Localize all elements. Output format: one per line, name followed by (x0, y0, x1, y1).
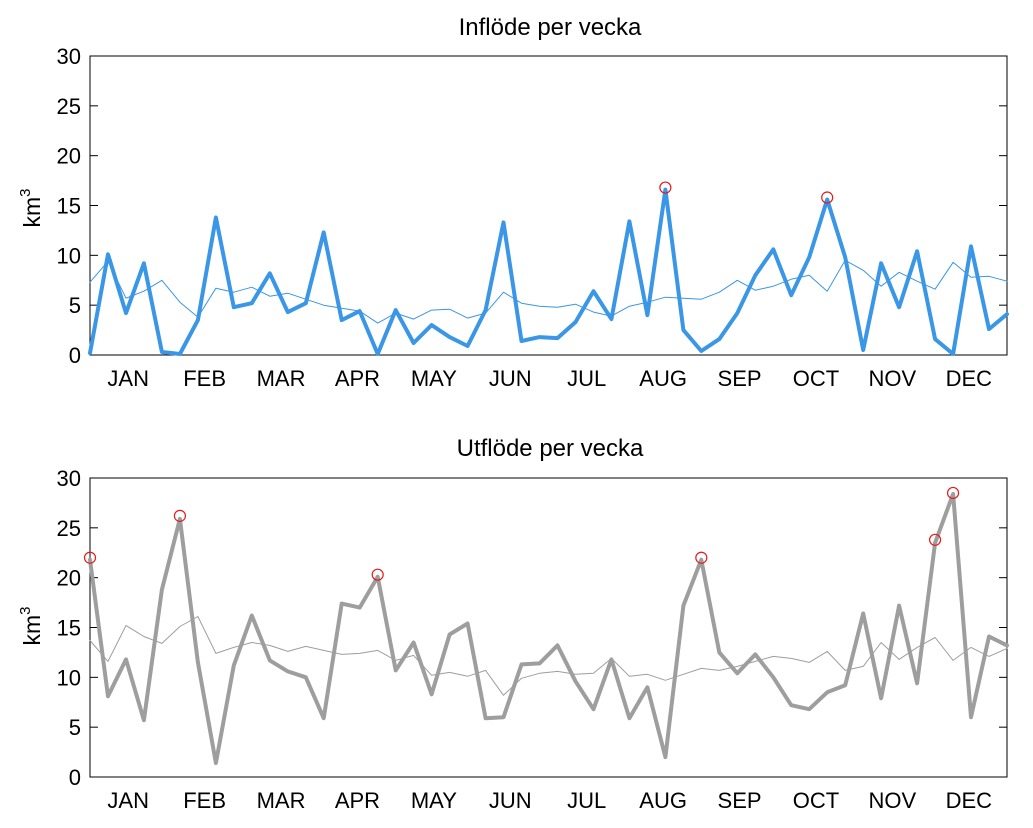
inflow-month-labels: JAN FEB MAR APR MAY JUN JUL AUG SEP OCT NOV DEC (107, 366, 992, 391)
outflow-y-axis-label: km3 (17, 606, 45, 645)
inflow-y-tick-label: 15 (57, 194, 81, 219)
outflow-peak-marker (83, 551, 97, 564)
outflow-month-label: NOV (869, 788, 917, 813)
outflow-peak-marker (946, 486, 960, 500)
outflow-month-label: SEP (718, 788, 762, 813)
outflow-peak-marker (928, 533, 942, 546)
outflow-month-label: MAY (411, 788, 457, 813)
outflow-month-labels: JAN FEB MAR APR MAY JUN JUL AUG SEP OCT NOV DEC (107, 788, 992, 813)
inflow-peak-marker (821, 191, 834, 204)
inflow-y-axis-label-base: km (19, 197, 45, 228)
inflow-y-tick-label: 30 (57, 44, 81, 69)
outflow-y-tick-label: 15 (57, 616, 81, 641)
outflow-peak-marker (173, 509, 187, 522)
inflow-mean-series-line (89, 259, 1008, 324)
inflow-series (88, 187, 1009, 356)
outflow-month-label: JUL (567, 788, 606, 813)
inflow-month-label: JAN (107, 366, 149, 391)
inflow-month-label: SEP (718, 366, 762, 391)
inflow-y-ticks: 0 5 10 15 20 25 30 (57, 44, 1007, 368)
outflow-peak-marker (695, 551, 708, 564)
inflow-chart-panel: Inflöde per vecka km3 0 5 10 15 20 25 30 JAN FE… (17, 14, 1009, 391)
inflow-y-tick-label: 5 (69, 293, 81, 318)
outflow-y-axis-label-base: km (19, 615, 45, 646)
outflow-y-tick-label: 20 (57, 566, 81, 591)
inflow-y-tick-label: 0 (69, 343, 81, 368)
outflow-month-label: FEB (183, 788, 226, 813)
inflow-month-label: DEC (946, 366, 993, 391)
outflow-chart-panel: Utflöde per vecka km3 0 5 10 15 20 25 30 JAN FE… (17, 435, 1009, 813)
inflow-peak-marker (659, 181, 672, 194)
inflow-y-tick-label: 20 (57, 144, 81, 169)
outflow-plot-area (89, 477, 1008, 778)
outflow-series (88, 491, 1009, 765)
outflow-y-ticks: 0 5 10 15 20 25 30 (57, 466, 1007, 790)
inflow-month-label: NOV (869, 366, 917, 391)
inflow-y-tick-label: 25 (57, 94, 81, 119)
outflow-chart-title: Utflöde per vecka (457, 435, 644, 462)
inflow-peak-markers (659, 181, 834, 204)
inflow-month-label: MAY (411, 366, 457, 391)
outflow-y-tick-label: 5 (69, 715, 81, 740)
outflow-y-tick-label: 30 (57, 466, 81, 491)
outflow-month-label: APR (335, 788, 380, 813)
inflow-chart-title: Inflöde per vecka (459, 14, 642, 41)
inflow-month-label: JUL (567, 366, 606, 391)
outflow-weekly-series-line (88, 491, 1009, 765)
outflow-y-axis-label-exponent: 3 (17, 606, 34, 614)
inflow-y-axis-label-exponent: 3 (17, 188, 34, 196)
outflow-month-label: AUG (639, 788, 687, 813)
inflow-month-label: FEB (183, 366, 226, 391)
outflow-month-label: JUN (489, 788, 532, 813)
outflow-peak-markers (83, 486, 960, 581)
outflow-y-tick-label: 10 (57, 665, 81, 690)
inflow-y-tick-label: 10 (57, 243, 81, 268)
inflow-month-label: MAR (257, 366, 306, 391)
inflow-weekly-series-line (88, 187, 1009, 356)
inflow-month-label: OCT (793, 366, 839, 391)
outflow-month-label: MAR (257, 788, 306, 813)
outflow-y-tick-label: 0 (69, 765, 81, 790)
outflow-y-tick-label: 25 (57, 516, 81, 541)
outflow-month-label: OCT (793, 788, 839, 813)
inflow-y-axis-label: km3 (17, 188, 45, 227)
outflow-month-label: JAN (107, 788, 149, 813)
inflow-month-label: JUN (489, 366, 532, 391)
outflow-peak-marker (371, 568, 384, 581)
outflow-month-label: DEC (946, 788, 993, 813)
inflow-month-label: AUG (639, 366, 687, 391)
inflow-month-label: APR (335, 366, 380, 391)
